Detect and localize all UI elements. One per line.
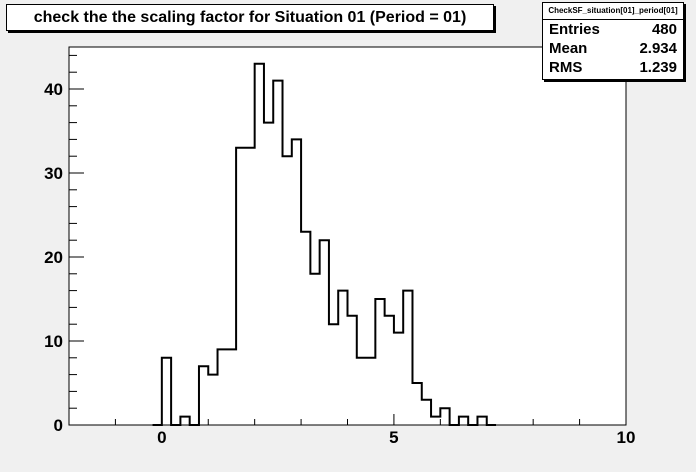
y-tick-label: 30: [44, 164, 63, 183]
y-tick-label: 10: [44, 332, 63, 351]
stats-label: Entries: [549, 21, 600, 38]
x-tick-label: 0: [157, 428, 166, 447]
plot-frame: [68, 46, 627, 426]
y-major-ticks: [69, 88, 84, 426]
stats-row-rms: RMS 1.239: [543, 58, 683, 77]
stats-value: 2.934: [639, 40, 677, 57]
histogram-outline: [152, 62, 497, 426]
y-minor-ticks: [69, 54, 77, 409]
stats-box: CheckSF_situation[01]_period[01] Entries…: [542, 2, 684, 80]
y-tick-label: 40: [44, 80, 63, 99]
x-tick-label: 5: [389, 428, 398, 447]
stats-value: 1.239: [639, 59, 677, 76]
x-tick-labels: 0 5 10: [157, 428, 635, 447]
stats-histogram-name: CheckSF_situation[01]_period[01]: [543, 3, 683, 20]
chart-title: check the the scaling factor for Situati…: [6, 4, 494, 31]
stats-row-mean: Mean 2.934: [543, 39, 683, 58]
stats-label: RMS: [549, 59, 583, 76]
y-tick-labels: 0 10 20 30 40: [44, 80, 63, 435]
stats-row-entries: Entries 480: [543, 20, 683, 39]
y-tick-label: 0: [54, 416, 63, 435]
stats-value: 480: [651, 21, 677, 38]
stats-label: Mean: [549, 40, 588, 57]
x-tick-label: 10: [617, 428, 636, 447]
y-tick-label: 20: [44, 248, 63, 267]
